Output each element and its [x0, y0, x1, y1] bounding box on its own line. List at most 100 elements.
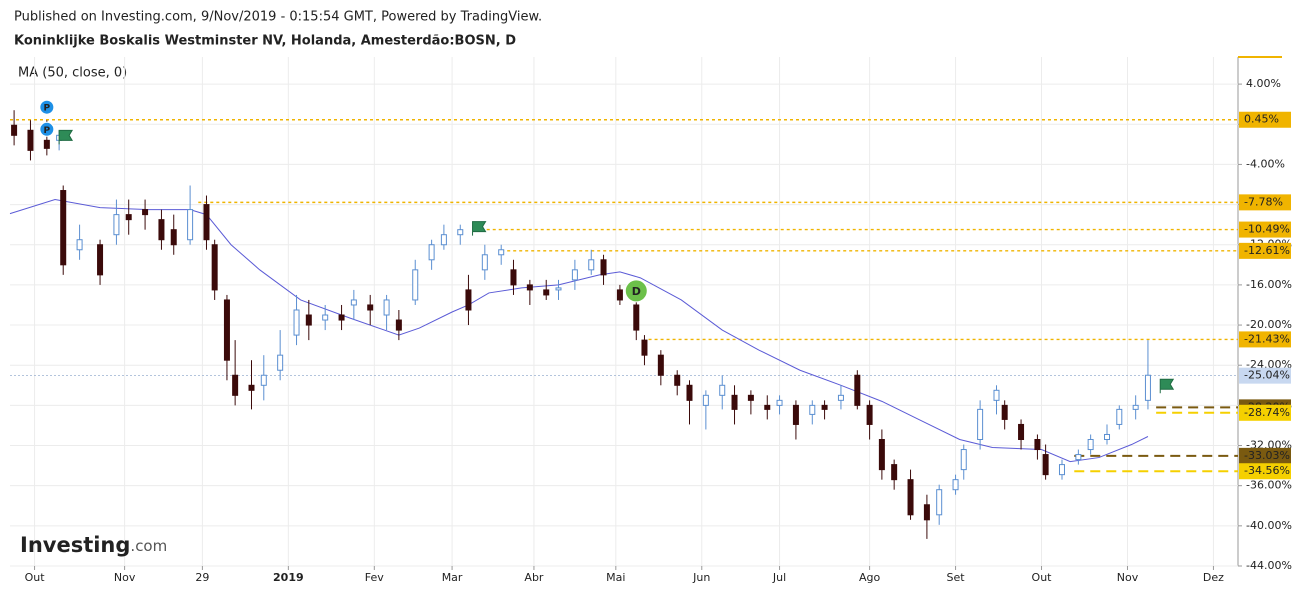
- candle-body: [837, 394, 844, 401]
- candle-body: [125, 214, 132, 221]
- level-label: -10.49%: [1244, 223, 1290, 236]
- x-tick-label: Fev: [365, 571, 384, 584]
- level-label-bg: [1239, 367, 1291, 384]
- level-label-bg: [1239, 111, 1291, 128]
- candle-body: [555, 287, 562, 291]
- y-tick-label: -40.00%: [1246, 519, 1292, 532]
- grid: [10, 57, 1238, 567]
- candle-body: [526, 284, 533, 291]
- candle-body: [866, 404, 873, 425]
- ma-line: [9, 199, 1149, 463]
- candle-body: [260, 374, 267, 386]
- candle-body: [223, 299, 230, 361]
- logo-main: Investing: [20, 533, 130, 557]
- candle-body: [440, 234, 447, 246]
- candle-body: [395, 319, 402, 331]
- candle-body: [322, 314, 329, 321]
- candle-body: [719, 384, 726, 396]
- flag: [472, 221, 487, 236]
- candle-body: [338, 314, 345, 321]
- indicator-label: MA (50, close, 0): [18, 66, 127, 81]
- candle-body: [498, 249, 505, 256]
- marker: [624, 279, 648, 303]
- candle-body: [747, 394, 754, 401]
- marker: [39, 99, 55, 115]
- candle-body: [76, 239, 83, 251]
- candle-body: [60, 190, 67, 266]
- candle-body: [641, 339, 648, 356]
- candle-body: [960, 449, 967, 471]
- x-tick-label: Mai: [606, 571, 625, 584]
- candle-body: [383, 299, 390, 316]
- candle-body: [600, 259, 607, 276]
- candle-body: [203, 204, 210, 241]
- candle-body: [952, 479, 959, 491]
- candle-body: [977, 408, 984, 441]
- candle-body: [1042, 454, 1049, 476]
- candle-body: [571, 269, 578, 281]
- plot: P P D: [9, 99, 1238, 539]
- candle-body: [465, 289, 472, 311]
- candle-body: [27, 129, 34, 151]
- flag: [58, 129, 74, 145]
- candle-body: [11, 124, 18, 136]
- candle-body: [1144, 374, 1151, 401]
- candle-body: [481, 254, 488, 271]
- candle-body: [428, 244, 435, 261]
- logo-suffix: .com: [130, 537, 167, 555]
- level-label-bg: [1239, 404, 1291, 421]
- candle-body: [211, 244, 218, 291]
- candle-body: [367, 304, 374, 311]
- candle-body: [821, 404, 828, 410]
- level-label: -7.78%: [1244, 195, 1283, 208]
- x-tick-label: Out: [1032, 571, 1053, 584]
- candle-body: [510, 269, 517, 286]
- candle-body: [588, 259, 595, 271]
- published-note: Published on Investing.com, 9/Nov/2019 -…: [14, 10, 542, 25]
- candle-body: [1104, 433, 1111, 441]
- logo: Investing.com: [20, 533, 167, 557]
- candle-body: [686, 384, 693, 401]
- y-tick-label: -4.00%: [1246, 157, 1285, 170]
- candle-body: [616, 289, 623, 301]
- chart-title: Koninklijke Boskalis Westminster NV, Hol…: [14, 34, 516, 49]
- candle-body: [543, 289, 550, 296]
- x-tick-label: Set: [947, 571, 966, 584]
- level-label-bg: [1239, 331, 1291, 348]
- level-label-bg: [1239, 221, 1291, 238]
- candle-body: [674, 374, 681, 386]
- candle-body: [854, 374, 861, 406]
- marker-label: D: [632, 285, 641, 298]
- level-label: -28.74%: [1244, 406, 1290, 419]
- candle-body: [43, 139, 50, 149]
- level-label: -33.03%: [1244, 449, 1290, 462]
- level-label: 0.45%: [1244, 113, 1279, 126]
- candle-body: [170, 229, 177, 246]
- flag: [1159, 378, 1175, 394]
- candle-body: [993, 389, 1000, 401]
- candle-body: [248, 384, 255, 391]
- x-tick-label: 29: [195, 571, 209, 584]
- level-label: -25.04%: [1244, 369, 1290, 382]
- y-tick-label: -20.00%: [1246, 318, 1292, 331]
- x-tick-label: Ago: [859, 571, 881, 584]
- candle-body: [657, 354, 664, 376]
- candle-body: [792, 404, 799, 425]
- candle-body: [936, 489, 943, 516]
- candle-body: [1018, 423, 1025, 441]
- candle-body: [293, 309, 300, 336]
- candle-body: [1058, 464, 1065, 476]
- candle-body: [1116, 408, 1123, 425]
- level-label-bg: [1239, 463, 1291, 480]
- candle-body: [764, 404, 771, 410]
- x-tick-label: Abr: [524, 571, 544, 584]
- candle-body: [891, 464, 898, 481]
- candle-body: [1001, 404, 1008, 420]
- y-tick-label: -44.00%: [1246, 559, 1292, 572]
- candle-body: [187, 209, 194, 241]
- y-tick-label: -16.00%: [1246, 278, 1292, 291]
- candle-body: [776, 399, 783, 406]
- y-tick-label: -36.00%: [1246, 479, 1292, 492]
- x-tick-label: 2019: [273, 571, 304, 584]
